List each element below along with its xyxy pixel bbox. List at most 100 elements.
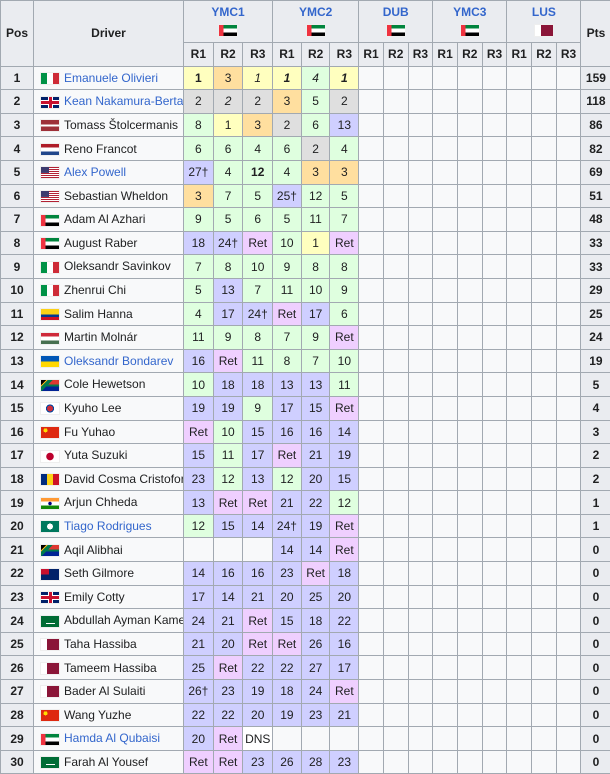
result-cell [432, 537, 458, 563]
result-cell [506, 702, 533, 728]
result-cell [358, 254, 384, 279]
race-header: R2 [212, 42, 244, 67]
table-row: 5 Alex Powell 27† 4 12 4 3 3 69 [0, 159, 610, 185]
points: 82 [580, 136, 610, 161]
result-cell: Ret [212, 490, 244, 515]
result-cell [407, 89, 434, 114]
result-cell [382, 466, 409, 492]
result-cell: Ret [242, 608, 274, 633]
result-cell: 21 [329, 702, 360, 728]
round-header: YMC1 [182, 0, 274, 43]
round-link[interactable]: LUS [531, 4, 556, 19]
table-row: 7 Adam Al Azhari 9 5 6 5 11 7 48 [0, 207, 610, 232]
result-cell [555, 490, 582, 515]
result-cell [382, 325, 409, 350]
driver-cell: Bader Al Sulaiti [33, 679, 184, 704]
table-row: 3 Tomass Štolcermanis 8 1 3 2 6 13 86 [0, 112, 610, 138]
result-cell [555, 348, 582, 374]
result-cell [358, 207, 384, 232]
result-cell [272, 726, 302, 751]
driver-cell: Tameem Hassiba [33, 655, 184, 681]
position: 16 [0, 419, 34, 445]
result-cell [506, 183, 533, 209]
flag-icon-jpn [40, 449, 60, 463]
driver-cell: Adam Al Azhari [33, 207, 184, 232]
driver-name: Oleksandr Savinkov [64, 259, 171, 274]
result-cell: 16 [272, 419, 302, 445]
result-cell: 19 [242, 679, 274, 704]
result-cell [481, 749, 508, 774]
result-cell [506, 277, 533, 303]
position: 7 [0, 207, 34, 232]
driver-link[interactable]: Alex Powell [64, 165, 127, 180]
result-cell [506, 655, 533, 681]
result-cell [531, 159, 557, 185]
table-row: 29 Hamda Al Qubaisi 20 Ret DNS 0 [0, 726, 610, 751]
flag-icon-usa [40, 166, 60, 180]
points: 0 [580, 537, 610, 563]
flag-icon-qat [533, 23, 554, 37]
driver-cell: Zhenrui Chi [33, 277, 184, 303]
driver-link[interactable]: Oleksandr Bondarev [64, 353, 174, 368]
table-row: 4 Reno Francot 6 6 4 6 2 4 82 [0, 136, 610, 161]
result-cell [407, 419, 434, 445]
result-cell [407, 348, 434, 374]
result-cell: 18 [300, 608, 331, 633]
result-cell [531, 112, 557, 138]
result-cell: 3 [300, 159, 331, 185]
result-cell [481, 584, 508, 610]
result-cell: 20 [329, 584, 360, 610]
driver-link[interactable]: Tiago Rodrigues [64, 519, 152, 533]
result-cell: 27 [300, 655, 331, 681]
result-cell: 6 [242, 207, 274, 232]
result-cell [432, 443, 458, 468]
result-cell [407, 584, 434, 610]
flag-icon-are [40, 732, 60, 746]
result-cell [481, 159, 508, 185]
result-cell: 25 [300, 584, 331, 610]
result-cell [407, 466, 434, 492]
result-cell [506, 584, 533, 610]
result-cell [506, 207, 533, 232]
result-cell [212, 537, 244, 563]
result-cell: 23 [183, 466, 214, 492]
result-cell [358, 112, 384, 138]
result-cell: 3 [329, 159, 360, 185]
driver-link[interactable]: Kean Nakamura-Berta [64, 94, 184, 109]
result-cell: Ret [329, 325, 360, 350]
result-cell: 10 [329, 348, 360, 374]
result-cell [407, 112, 434, 138]
round-link[interactable]: YMC1 [211, 4, 245, 19]
round-link[interactable]: YMC2 [298, 4, 333, 19]
result-cell [456, 679, 483, 704]
result-cell [358, 561, 384, 586]
round-link[interactable]: DUB [382, 4, 409, 19]
result-cell: 12 [300, 183, 331, 209]
result-cell: Ret [212, 726, 244, 751]
result-cell [358, 89, 384, 114]
result-cell [506, 608, 533, 633]
result-cell [432, 372, 458, 397]
result-cell: 21 [300, 443, 331, 468]
result-cell [382, 372, 409, 397]
driver-link[interactable]: Emanuele Olivieri [64, 70, 159, 85]
result-cell [407, 537, 434, 563]
result-cell [407, 443, 434, 468]
result-cell [432, 89, 458, 114]
result-cell: 11 [242, 348, 274, 374]
result-cell [506, 443, 533, 468]
table-row: 16 Fu Yuhao Ret 10 15 16 16 14 3 [0, 419, 610, 445]
table-row: 11 Salim Hanna 4 17 24† Ret 17 6 25 [0, 301, 610, 327]
result-cell: 1 [272, 65, 302, 91]
driver-name: Reno Francot [64, 141, 137, 156]
result-cell [432, 419, 458, 445]
result-cell [382, 230, 409, 256]
driver-cell: Oleksandr Bondarev [33, 348, 184, 374]
position: 9 [0, 254, 34, 279]
result-cell: 2 [212, 89, 244, 114]
result-cell: 9 [183, 207, 214, 232]
result-cell: 15 [329, 466, 360, 492]
result-cell: 9 [242, 395, 274, 421]
driver-link[interactable]: Hamda Al Qubaisi [64, 731, 161, 746]
round-link[interactable]: YMC3 [453, 4, 487, 19]
